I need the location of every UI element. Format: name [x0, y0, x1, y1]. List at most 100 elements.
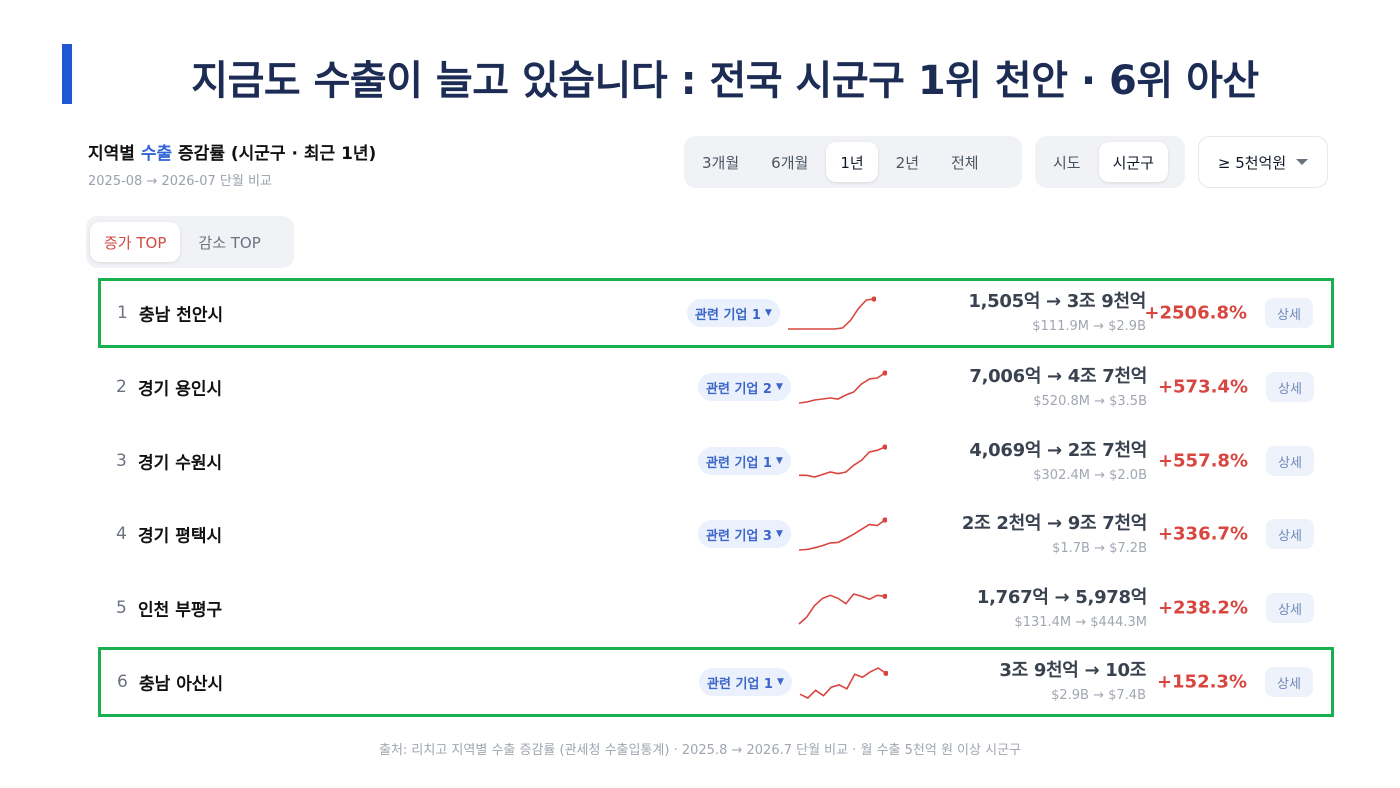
sparkline-line	[799, 667, 887, 699]
ranking-tabs: 증가 TOP 감소 TOP	[86, 216, 294, 268]
export-amounts: 3조 9천억 → 10조 $2.9B → $7.4B	[999, 656, 1146, 703]
related-companies-label: 관련 기업 3	[706, 528, 772, 544]
chevron-down-icon	[1296, 159, 1309, 165]
export-amount-usd: $520.8M → $3.5B	[1033, 394, 1147, 409]
panel-title-highlight: 수출	[140, 144, 173, 164]
change-rate: +238.2%	[1157, 597, 1248, 619]
export-amount-krw: 1,505억 → 3조 9천억	[968, 291, 1146, 312]
change-rate: +573.4%	[1157, 376, 1248, 398]
caret-down-icon: ▼	[776, 677, 784, 687]
panel-title-suffix: 증감률 (시군구 · 최근 1년)	[172, 144, 377, 164]
detail-button[interactable]: 상세	[1266, 593, 1314, 623]
level-option-sigungu[interactable]: 시군구	[1098, 142, 1169, 182]
level-selector: 시도 시군구	[1035, 136, 1185, 188]
related-companies-label: 관련 기업 2	[706, 381, 772, 397]
sparkline-line	[798, 372, 886, 404]
export-amount-usd: $1.7B → $7.2B	[1052, 541, 1147, 556]
table-row[interactable]: 5 인천 부평구 1,767억 → 5,978억 $131.4M → $444.3M +…	[100, 575, 1332, 641]
sparkline-end-dot	[871, 296, 876, 302]
related-companies-button[interactable]: 관련 기업 3 ▼	[698, 520, 791, 548]
caret-down-icon: ▼	[775, 456, 783, 466]
trend-sparkline	[798, 517, 887, 551]
related-companies-button[interactable]: 관련 기업 1 ▼	[698, 447, 791, 475]
sparkline-end-dot	[883, 670, 888, 676]
period-selector: 3개월 6개월 1년 2년 전체	[684, 136, 1022, 188]
row-region-name: 충남 아산시	[139, 674, 224, 695]
row-region-name: 경기 용인시	[138, 379, 223, 400]
period-option-6m[interactable]: 6개월	[771, 153, 809, 172]
period-option-1y[interactable]: 1년	[826, 142, 878, 182]
trend-sparkline	[799, 444, 887, 478]
export-amounts: 4,069억 → 2조 7천억 $302.4M → $2.0B	[969, 436, 1147, 483]
table-row[interactable]: 2 경기 용인시 관련 기업 2 ▼ 7,006억 → 4조 7천억 $520.8M → …	[100, 354, 1332, 420]
row-rank: 5	[116, 598, 127, 618]
caret-down-icon: ▼	[775, 529, 783, 539]
export-amounts: 2조 2천억 → 9조 7천억 $1.7B → $7.2B	[962, 509, 1147, 556]
tab-decrease-top[interactable]: 감소 TOP	[198, 233, 261, 252]
row-rank: 6	[117, 672, 128, 692]
row-region-name: 경기 평택시	[138, 526, 223, 547]
detail-button[interactable]: 상세	[1266, 446, 1314, 476]
period-option-2y[interactable]: 2년	[895, 153, 919, 172]
export-amount-usd: $131.4M → $444.3M	[1014, 615, 1147, 630]
sparkline-end-dot	[882, 593, 887, 599]
sparkline-end-dot	[882, 444, 887, 450]
table-row[interactable]: 6 충남 아산시 관련 기업 1 ▼ 3조 9천억 → 10조 $2.9B → $7.4B…	[98, 647, 1334, 717]
export-amount-usd: $2.9B → $7.4B	[1051, 688, 1146, 703]
related-companies-label: 관련 기업 1	[706, 455, 772, 471]
export-amount-krw: 4,069억 → 2조 7천억	[969, 440, 1147, 461]
source-note: 출처: 리치고 지역별 수출 증감률 (관세청 수출입통계) · 2025.8 …	[378, 743, 1021, 758]
detail-button[interactable]: 상세	[1266, 372, 1314, 402]
export-amounts: 1,767억 → 5,978억 $131.4M → $444.3M	[977, 583, 1147, 630]
change-rate: +557.8%	[1157, 450, 1248, 472]
row-region-name: 경기 수원시	[138, 453, 223, 474]
panel-caption: 2025-08 → 2026-07 단월 비교	[88, 174, 272, 189]
sparkline-end-dot	[882, 517, 887, 523]
related-companies-label: 관련 기업 1	[695, 307, 761, 323]
related-companies-label: 관련 기업 1	[707, 676, 773, 692]
change-rate: +336.7%	[1157, 523, 1248, 545]
row-region-name: 충남 천안시	[139, 305, 224, 326]
period-option-all[interactable]: 전체	[951, 153, 979, 172]
table-row[interactable]: 3 경기 수원시 관련 기업 1 ▼ 4,069억 → 2조 7천억 $302.4M → …	[100, 428, 1332, 494]
export-amount-krw: 1,767억 → 5,978억	[976, 587, 1147, 608]
trend-sparkline	[798, 593, 887, 625]
trend-sparkline	[788, 296, 876, 330]
row-rank: 2	[116, 377, 127, 397]
threshold-dropdown[interactable]: ≥ 5천억원	[1198, 136, 1328, 188]
sparkline-line	[799, 446, 886, 478]
export-amounts: 1,505억 → 3조 9천억 $111.9M → $2.9B	[968, 287, 1146, 334]
row-rank: 1	[117, 303, 128, 323]
detail-button[interactable]: 상세	[1265, 298, 1313, 328]
panel-title: 지역별 수출 증감률 (시군구 · 최근 1년)	[88, 139, 376, 164]
threshold-label: ≥ 5천억원	[1217, 153, 1287, 172]
headline-accent-bar	[62, 44, 72, 104]
related-companies-button[interactable]: 관련 기업 1 ▼	[699, 668, 792, 696]
export-amount-krw: 2조 2천억 → 9조 7천억	[961, 513, 1147, 534]
sparkline-line	[788, 298, 875, 330]
export-amounts: 7,006억 → 4조 7천억 $520.8M → $3.5B	[969, 362, 1147, 409]
sparkline-end-dot	[882, 370, 887, 376]
table-row[interactable]: 1 충남 천안시 관련 기업 1 ▼ 1,505억 → 3조 9천억 $111.9M → …	[98, 278, 1334, 348]
sparkline-line	[798, 519, 886, 551]
panel-title-prefix: 지역별	[88, 144, 141, 164]
change-rate: +2506.8%	[1144, 302, 1247, 324]
row-region-name: 인천 부평구	[138, 600, 223, 621]
change-rate: +152.3%	[1156, 671, 1247, 693]
table-row[interactable]: 4 경기 평택시 관련 기업 3 ▼ 2조 2천억 → 9조 7천억 $1.7B → $7…	[100, 501, 1332, 567]
export-amount-usd: $302.4M → $2.0B	[1033, 468, 1147, 483]
related-companies-button[interactable]: 관련 기업 1 ▼	[687, 299, 780, 327]
period-option-3m[interactable]: 3개월	[702, 153, 740, 172]
related-companies-button[interactable]: 관련 기업 2 ▼	[698, 373, 791, 401]
row-rank: 3	[116, 451, 127, 471]
row-rank: 4	[116, 524, 127, 544]
detail-button[interactable]: 상세	[1266, 519, 1314, 549]
caret-down-icon: ▼	[775, 382, 783, 392]
trend-sparkline	[798, 370, 887, 404]
sparkline-line	[798, 593, 886, 625]
export-amount-usd: $111.9M → $2.9B	[1032, 319, 1146, 334]
level-option-sido[interactable]: 시도	[1053, 153, 1081, 172]
export-amount-krw: 3조 9천억 → 10조	[999, 660, 1146, 681]
detail-button[interactable]: 상세	[1265, 667, 1313, 697]
tab-increase-top[interactable]: 증가 TOP	[90, 222, 181, 262]
